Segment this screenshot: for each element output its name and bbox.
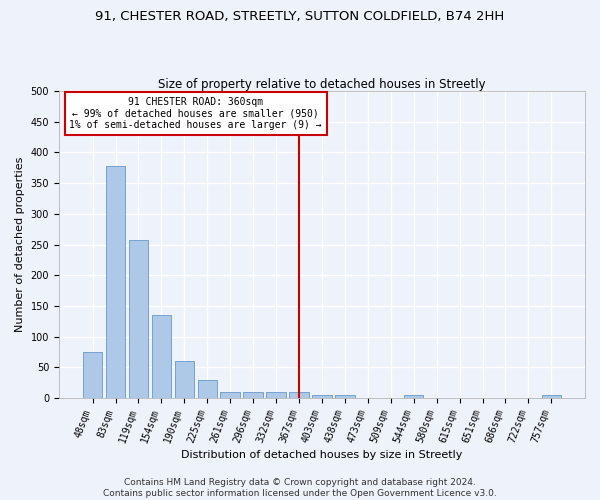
Bar [152, 315, 171, 398]
Bar [175, 362, 194, 398]
Bar [404, 395, 424, 398]
Bar [542, 395, 561, 398]
Text: 91, CHESTER ROAD, STREETLY, SUTTON COLDFIELD, B74 2HH: 91, CHESTER ROAD, STREETLY, SUTTON COLDF… [95, 10, 505, 23]
Bar [335, 395, 355, 398]
X-axis label: Distribution of detached houses by size in Streetly: Distribution of detached houses by size … [181, 450, 463, 460]
Bar [289, 392, 309, 398]
Text: Contains HM Land Registry data © Crown copyright and database right 2024.
Contai: Contains HM Land Registry data © Crown c… [103, 478, 497, 498]
Y-axis label: Number of detached properties: Number of detached properties [15, 157, 25, 332]
Title: Size of property relative to detached houses in Streetly: Size of property relative to detached ho… [158, 78, 486, 91]
Bar [312, 395, 332, 398]
Text: 91 CHESTER ROAD: 360sqm
← 99% of detached houses are smaller (950)
1% of semi-de: 91 CHESTER ROAD: 360sqm ← 99% of detache… [70, 97, 322, 130]
Bar [106, 166, 125, 398]
Bar [197, 380, 217, 398]
Bar [128, 240, 148, 398]
Bar [266, 392, 286, 398]
Bar [244, 392, 263, 398]
Bar [220, 392, 240, 398]
Bar [83, 352, 103, 398]
